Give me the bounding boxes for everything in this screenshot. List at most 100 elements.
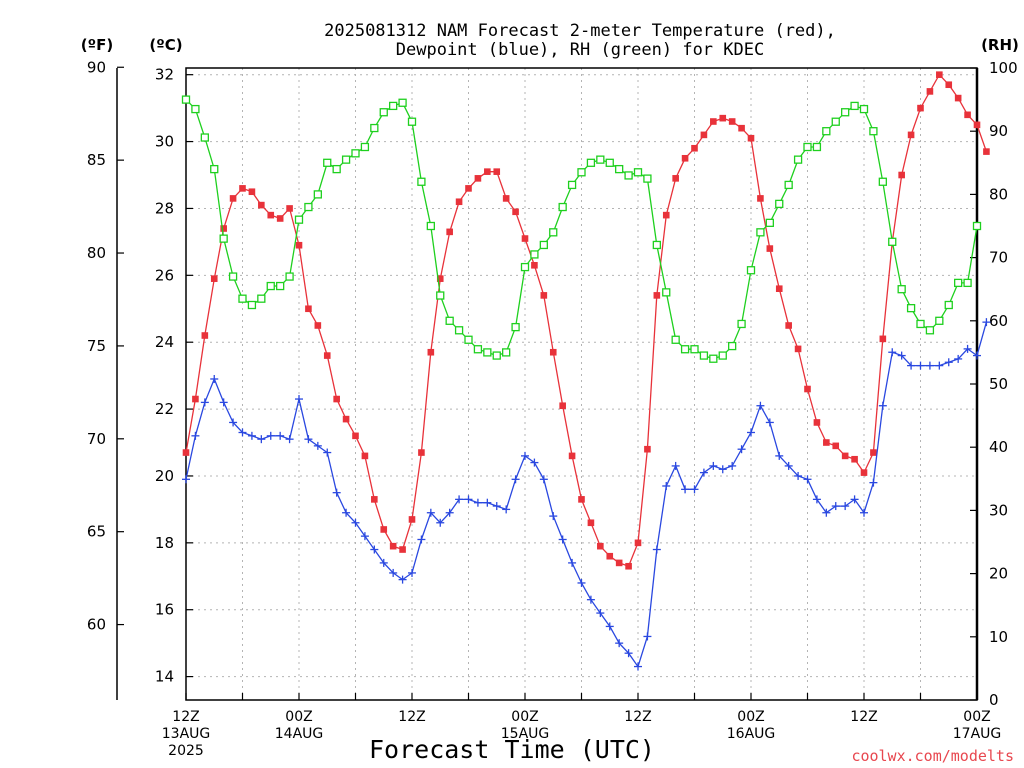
dewpoint-point <box>643 632 652 641</box>
chart-title-line-1: 2025081312 NAM Forecast 2-meter Temperat… <box>324 21 836 41</box>
fahrenheit-tick-label: 80 <box>87 244 106 262</box>
rh-tick-label: 60 <box>989 312 1008 330</box>
x-tick-label: 12Z <box>398 709 425 725</box>
temperature-point <box>512 208 519 216</box>
rh-point <box>728 341 737 351</box>
dewpoint-point <box>473 498 482 507</box>
dewpoint-point <box>511 475 520 484</box>
temperature-point <box>361 452 369 460</box>
rh-point <box>210 164 219 174</box>
dewpoint-point <box>982 318 991 327</box>
rh-point <box>483 348 492 357</box>
temperature-point <box>851 455 858 463</box>
temperature-point <box>493 168 501 175</box>
temperature-point <box>474 175 482 182</box>
dewpoint-point <box>718 465 727 474</box>
temperature-point <box>738 124 745 132</box>
dewpoint-point <box>888 348 897 357</box>
dewpoint-point <box>841 502 850 511</box>
dewpoint-point <box>822 508 831 517</box>
x-tick-label: 12Z <box>172 709 199 725</box>
dewpoint-point <box>812 495 821 504</box>
celsius-tick-label: 32 <box>155 66 174 84</box>
temperature-point <box>295 241 303 249</box>
celsius-tick-label: 24 <box>155 333 174 351</box>
temperature-point <box>917 104 924 112</box>
dewpoint-point <box>549 512 558 521</box>
rh-point <box>746 266 756 275</box>
temperature-point <box>870 449 877 456</box>
temperature-point <box>371 496 378 503</box>
dewpoint-point <box>266 431 275 440</box>
dewpoint-point <box>662 481 671 490</box>
rh-point <box>511 322 520 332</box>
rh-point <box>784 180 793 190</box>
temperature-point <box>691 144 698 152</box>
dewpoint-point <box>332 488 341 497</box>
rh-point <box>888 237 897 246</box>
dewpoint-point <box>502 505 511 514</box>
celsius-tick-label: 14 <box>155 668 174 686</box>
rh-line <box>185 99 978 360</box>
rh-point <box>389 101 398 111</box>
temperature-point <box>182 449 190 456</box>
rh-point <box>916 319 925 329</box>
temperature-line <box>185 73 988 568</box>
rh-point <box>756 228 765 237</box>
x-tick-label: 00Z <box>511 709 538 725</box>
temperature-point <box>907 131 915 139</box>
rh-point <box>370 123 379 133</box>
dewpoint-point <box>247 431 256 440</box>
rh-point <box>793 155 803 164</box>
celsius-tick-label: 26 <box>155 266 174 284</box>
dewpoint-point <box>897 351 906 360</box>
temperature-point <box>606 552 614 560</box>
rh-point <box>841 108 850 117</box>
rh-point <box>954 278 963 288</box>
rh-point <box>304 202 313 212</box>
dewpoint-point <box>794 471 803 480</box>
rh-point <box>567 180 577 190</box>
temperature-point <box>757 195 764 202</box>
dewpoint-point <box>483 498 492 507</box>
x-tick-label: 00Z <box>963 709 990 725</box>
dewpoint-point <box>634 662 642 671</box>
rh-point <box>615 164 624 174</box>
rh-point <box>276 281 285 291</box>
rh-point <box>294 215 304 224</box>
rh-point <box>417 177 426 186</box>
dewpoint-point <box>690 485 699 494</box>
grid <box>186 68 977 700</box>
dewpoint-point <box>379 558 388 567</box>
rh-point <box>972 221 982 231</box>
rh-tick-label: 40 <box>989 438 1008 456</box>
series-rh <box>181 95 982 363</box>
temperature-point <box>662 211 670 219</box>
rh-point <box>803 142 812 152</box>
rh-point <box>228 272 238 281</box>
temperature-point <box>728 118 736 125</box>
celsius-tick-label: 22 <box>155 400 174 418</box>
rh-point <box>662 288 671 297</box>
rh-point <box>492 351 501 360</box>
fahrenheit-tick-label: 85 <box>87 151 106 169</box>
series-temperature <box>182 71 990 570</box>
temperature-point <box>578 496 585 503</box>
rh-point <box>379 108 388 117</box>
temperature-point <box>549 348 557 356</box>
axes <box>116 67 979 701</box>
temperature-point <box>446 228 453 236</box>
temperature-point <box>531 261 538 269</box>
temperature-point <box>276 215 284 222</box>
dewpoint-point <box>182 475 190 484</box>
dewpoint-point <box>586 595 595 604</box>
temperature-point <box>644 445 651 453</box>
temperature-point <box>926 88 934 95</box>
temperature-point <box>625 562 632 570</box>
dewpoint-point <box>304 435 313 444</box>
dewpoint-point <box>803 475 812 484</box>
dewpoint-point <box>831 502 840 511</box>
dewpoint-point <box>426 508 435 517</box>
rh-point <box>181 95 191 104</box>
